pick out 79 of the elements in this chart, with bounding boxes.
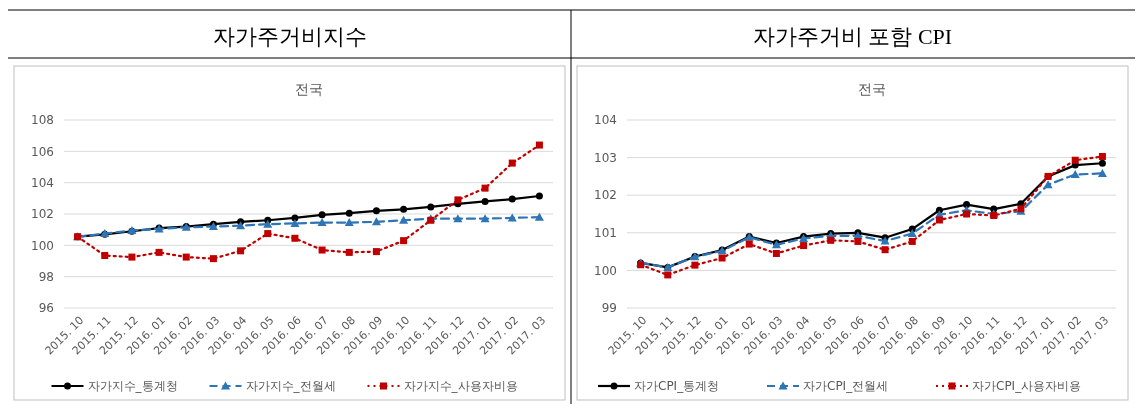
y-tick-label: 108 [31,113,54,128]
point [345,248,353,256]
point [1097,168,1107,177]
y-tick-label: 98 [38,269,54,284]
point [400,237,408,245]
point [318,246,326,254]
y-tick-label: 104 [31,175,54,190]
chart-subtitle: 전국 [294,81,323,97]
point [481,197,489,205]
point [317,218,327,227]
point [1098,152,1106,160]
chart-subtitle: 전국 [857,81,886,97]
point [745,240,753,248]
point [155,248,163,256]
point [209,255,217,263]
point [1043,180,1053,189]
point [344,218,354,227]
legend-label: 자가CPI_통계청 [634,379,720,394]
point [480,214,490,223]
y-tick-label: 106 [31,144,54,159]
point [1071,156,1079,164]
point [827,236,835,244]
point [963,201,971,209]
y-tick-label: 103 [594,150,617,165]
chart-title: 자가주거비 포함 CPI [752,24,953,49]
point [399,215,409,224]
y-tick-label: 104 [594,113,617,128]
legend-label: 자가CPI_전월세 [803,379,889,394]
point [508,159,516,167]
point [372,248,380,256]
point [318,211,326,219]
point [236,221,246,230]
point [535,141,543,149]
point [263,219,273,228]
point [963,210,971,218]
point [907,229,917,238]
point [990,205,998,213]
legend-label: 자가지수_통계청 [87,379,178,394]
point [664,271,672,279]
y-tick-label: 100 [31,238,54,253]
point [237,247,245,255]
y-tick-label: 99 [601,301,617,316]
point [535,192,543,200]
point [718,254,726,262]
point [372,207,380,215]
y-tick-label: 100 [594,263,617,278]
point [1098,159,1106,167]
point [290,218,300,227]
point [508,195,516,203]
point [854,237,862,245]
point [400,205,408,213]
point [182,253,190,261]
point [128,253,136,261]
point [691,261,699,269]
point [345,209,353,217]
legend-label: 자가지수_사용자비용 [403,379,518,394]
y-tick-label: 102 [594,188,617,203]
point [264,230,272,238]
point [935,216,943,224]
point [371,217,381,226]
point [881,246,889,254]
legend-label: 자가CPI_사용자비용 [972,379,1082,394]
point [427,203,435,211]
point [101,252,109,260]
chart-title: 자가주거비지수 [212,24,367,49]
point [291,234,299,242]
point [454,196,462,204]
point [1070,170,1080,179]
point [453,214,463,223]
y-tick-label: 96 [38,301,54,316]
legend-label: 자가지수_전월세 [245,379,336,394]
point [534,212,544,221]
point [481,184,489,192]
point [772,249,780,257]
point [908,237,916,245]
y-tick-label: 102 [31,207,54,222]
point [291,214,299,222]
y-tick-label: 101 [594,226,617,240]
point [800,242,808,250]
